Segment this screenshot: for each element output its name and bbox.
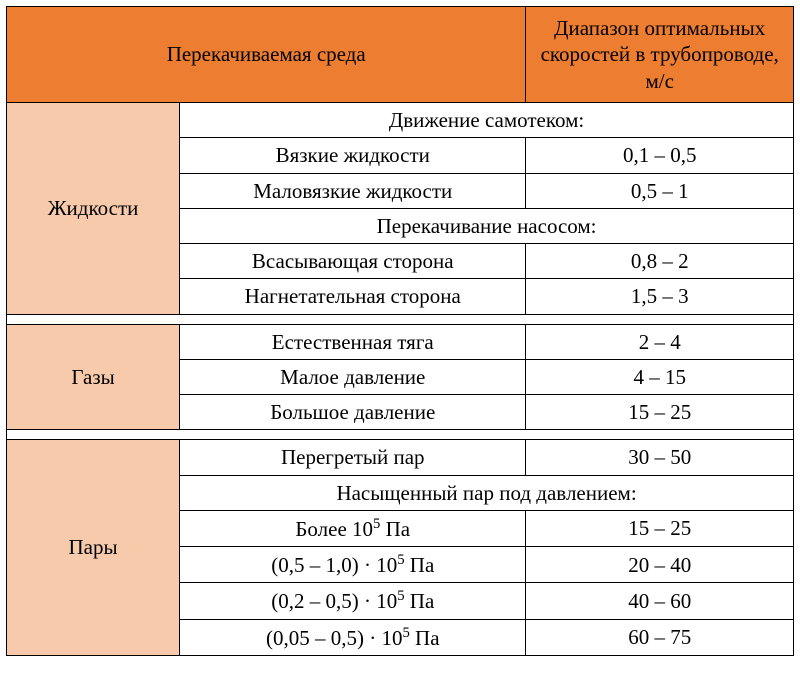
- subhead: Насыщенный пар под давлением:: [180, 475, 794, 510]
- subhead: Перекачивание насосом:: [180, 208, 794, 243]
- table-container: Перекачиваемая среда Диапазон оптимальны…: [0, 0, 800, 698]
- row-value: 0,1 – 0,5: [526, 138, 794, 173]
- row-value: 15 – 25: [526, 395, 794, 430]
- row-value: 30 – 50: [526, 440, 794, 475]
- header-row: Перекачиваемая среда Диапазон оптимальны…: [7, 7, 794, 103]
- row-label: Вязкие жидкости: [180, 138, 526, 173]
- row-label: Большое давление: [180, 395, 526, 430]
- row-value: 0,5 – 1: [526, 173, 794, 208]
- row-label: Малое давление: [180, 359, 526, 394]
- section-gap: [7, 314, 794, 324]
- row-value: 60 – 75: [526, 619, 794, 655]
- header-medium: Перекачиваемая среда: [7, 7, 526, 103]
- row-value: 15 – 25: [526, 510, 794, 546]
- category-cell: Жидкости: [7, 103, 180, 315]
- speed-table: Перекачиваемая среда Диапазон оптимальны…: [6, 6, 794, 656]
- row-label: (0,05 – 0,5) · 105 Па: [180, 619, 526, 655]
- row-value: 1,5 – 3: [526, 279, 794, 314]
- category-cell: Газы: [7, 324, 180, 430]
- subhead: Движение самотеком:: [180, 103, 794, 138]
- row-label: Всасывающая сторона: [180, 244, 526, 279]
- row-value: 0,8 – 2: [526, 244, 794, 279]
- section-gap: [7, 430, 794, 440]
- row-label: Более 105 Па: [180, 510, 526, 546]
- row-label: (0,5 – 1,0) · 105 Па: [180, 547, 526, 583]
- row-label: Нагнетательная сторона: [180, 279, 526, 314]
- row-value: 2 – 4: [526, 324, 794, 359]
- row-label: Маловязкие жидкости: [180, 173, 526, 208]
- row-value: 40 – 60: [526, 583, 794, 619]
- row-value: 4 – 15: [526, 359, 794, 394]
- row-label: Естественная тяга: [180, 324, 526, 359]
- row-label: (0,2 – 0,5) · 105 Па: [180, 583, 526, 619]
- header-range: Диапазон оптимальных скоростей в трубопр…: [526, 7, 794, 103]
- category-cell: Пары: [7, 440, 180, 656]
- row-value: 20 – 40: [526, 547, 794, 583]
- row-label: Перегретый пар: [180, 440, 526, 475]
